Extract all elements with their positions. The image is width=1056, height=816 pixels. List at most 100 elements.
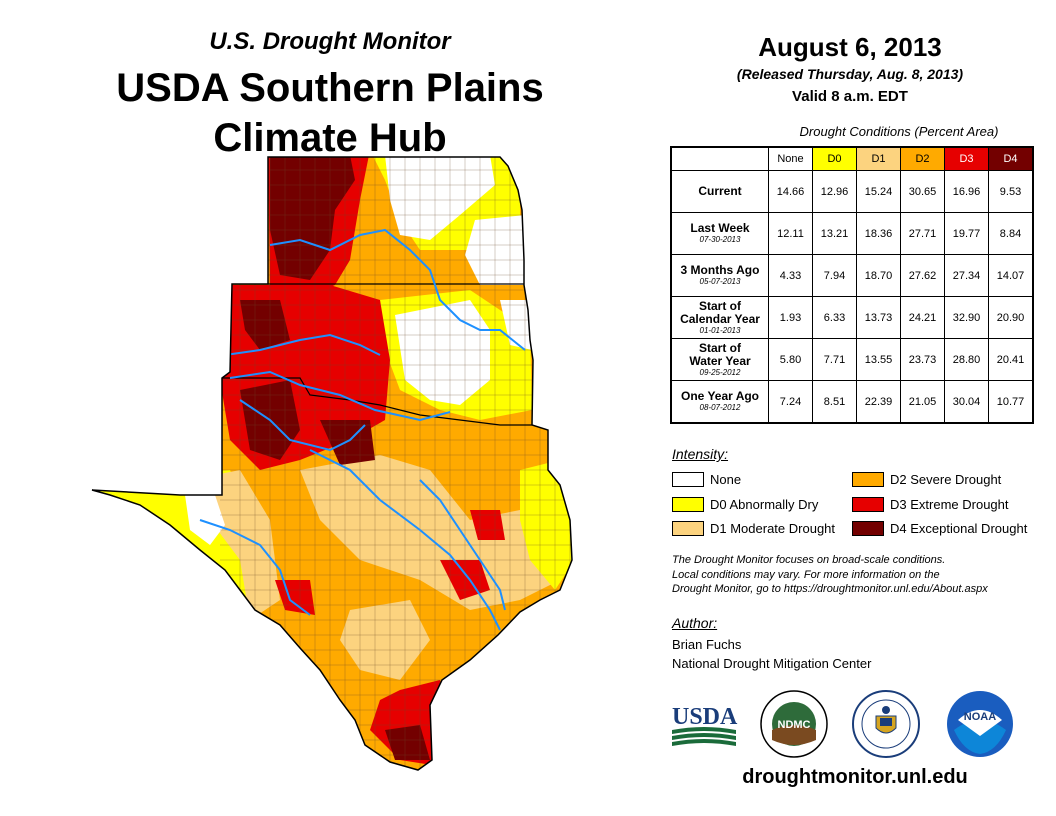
table-cell: 18.36 (856, 212, 901, 255)
website-link[interactable]: droughtmonitor.unl.edu (742, 766, 968, 788)
drought-area (92, 157, 572, 770)
legend-item-d1: D1 Moderate Drought (672, 519, 835, 537)
table-cell: 27.71 (900, 212, 945, 255)
table-row-one-year-ago: One Year Ago 08-07-2012 7.24 8.51 22.39 2… (670, 380, 1034, 424)
d4-area-rio-grande-valley (385, 725, 430, 760)
table-cell: 30.65 (900, 170, 945, 213)
table-cell: 27.34 (944, 254, 989, 297)
row-label-text: One Year Ago (680, 389, 760, 403)
table-cell: 4.33 (768, 254, 813, 297)
table-cell: 7.24 (768, 380, 813, 424)
column-header-d1: D1 (856, 146, 901, 171)
table-cell: 12.96 (812, 170, 857, 213)
table-cell: 28.80 (944, 338, 989, 381)
note-line: The Drought Monitor focuses on broad-sca… (672, 554, 946, 566)
table-cell: 6.33 (812, 296, 857, 339)
legend-label: D4 Exceptional Drought (890, 520, 1028, 536)
drought-conditions-table: None D0 D1 D2 D3 D4 Current 14.66 12.96 … (670, 146, 1034, 424)
table-cell: 12.11 (768, 212, 813, 255)
row-label: Start of Water Year 09-25-2012 (670, 338, 769, 381)
column-header-d4: D4 (988, 146, 1034, 171)
rivers (199, 228, 526, 631)
author-name: Brian Fuchs (672, 637, 742, 652)
row-label-text: Last Week (690, 221, 750, 235)
author-title: Author: (672, 615, 718, 631)
table-cell: 20.90 (988, 296, 1034, 339)
none-area-el-paso (185, 495, 225, 545)
table-cell: 18.70 (856, 254, 901, 297)
ndmc-logo: NDMC (760, 690, 828, 758)
table-cell: 14.07 (988, 254, 1034, 297)
legend-title: Intensity: (672, 446, 729, 462)
none-area-kansas-central (385, 157, 495, 240)
table-caption: Drought Conditions (Percent Area) (799, 124, 999, 139)
map-date: August 6, 2013 (758, 32, 942, 62)
table-cell: 8.84 (988, 212, 1034, 255)
table-cell: 10.77 (988, 380, 1034, 424)
d4-area-rolling-plains (320, 420, 375, 465)
table-cell: 8.51 (812, 380, 857, 424)
county-grid (220, 157, 572, 770)
d0-area-east-texas (520, 460, 572, 590)
row-label: Last Week 07-30-2013 (670, 212, 769, 255)
column-header-d2: D2 (900, 146, 945, 171)
note-line: Drought Monitor, go to https://droughtmo… (672, 583, 988, 595)
table-cell: 13.21 (812, 212, 857, 255)
row-label-date: 08-07-2012 (699, 403, 741, 412)
oklahoma-texas-border (222, 377, 532, 426)
row-label-text2: Calendar Year (680, 311, 760, 326)
row-label-text: Start of (699, 340, 741, 355)
legend-swatch (852, 471, 884, 487)
table-cell: 32.90 (944, 296, 989, 339)
table-cell: 24.21 (900, 296, 945, 339)
table-cell: 19.77 (944, 212, 989, 255)
table-cell: 7.71 (812, 338, 857, 381)
usda-logo-text: USDA (672, 704, 738, 730)
row-label: Current (670, 170, 769, 213)
row-label-date: 07-30-2013 (699, 235, 741, 244)
row-label: One Year Ago 08-07-2012 (670, 380, 769, 424)
note-line: Local conditions may vary. For more info… (672, 568, 940, 581)
column-header-d3: D3 (944, 146, 989, 171)
d4-area-western-kansas (270, 157, 355, 280)
table-cell: 27.62 (900, 254, 945, 297)
d4-area-panhandle-north (240, 300, 290, 350)
row-label-text2: Water Year (689, 353, 751, 368)
usda-logo: USDA (672, 704, 738, 746)
row-label-date: 01-01-2013 (699, 325, 741, 335)
table-row-start-of-water-year: Start of Water Year 09-25-2012 5.80 7.71 1… (670, 338, 1034, 381)
table-row-start-of-calendar-year: Start of Calendar Year 01-01-2013 1.93 6.3… (670, 296, 1034, 339)
table-cell: 23.73 (900, 338, 945, 381)
row-label-date: 09-25-2012 (699, 367, 741, 377)
table-cell: 20.41 (988, 338, 1034, 381)
legend-label: D0 Abnormally Dry (710, 496, 819, 512)
noaa-logo: NOAA (947, 691, 1013, 757)
row-label-text: Start of (699, 298, 741, 313)
table-cell: 16.96 (944, 170, 989, 213)
legend-label: D1 Moderate Drought (710, 520, 836, 536)
none-area-oklahoma (395, 300, 490, 405)
table-cell: 5.80 (768, 338, 813, 381)
ndmc-logo-text: NDMC (778, 719, 811, 731)
legend-label: D2 Severe Drought (890, 471, 1002, 487)
legend-swatch (672, 520, 704, 536)
legend-label: None (710, 471, 742, 487)
table-cell: 22.39 (856, 380, 901, 424)
disclaimer-note: The Drought Monitor focuses on broad-sca… (672, 553, 1042, 597)
drought-map (91, 156, 573, 771)
legend-item-none: None (672, 470, 741, 488)
table-cell: 13.73 (856, 296, 901, 339)
map-title-line2: Climate Hub (213, 116, 447, 160)
map-title-line1: USDA Southern Plains (116, 66, 544, 110)
d3-area-east-central-spot (470, 510, 505, 540)
noaa-logo-text: NOAA (964, 711, 996, 723)
author-organization: National Drought Mitigation Center (672, 656, 872, 671)
legend-swatch (672, 496, 704, 512)
release-date: (Released Thursday, Aug. 8, 2013) (736, 66, 964, 82)
legend-swatch (852, 520, 884, 536)
none-area-kansas-east (465, 215, 528, 285)
legend-swatch (852, 496, 884, 512)
table-cell: 21.05 (900, 380, 945, 424)
table-cell: 9.53 (988, 170, 1034, 213)
doc-seal-logo (852, 690, 920, 758)
